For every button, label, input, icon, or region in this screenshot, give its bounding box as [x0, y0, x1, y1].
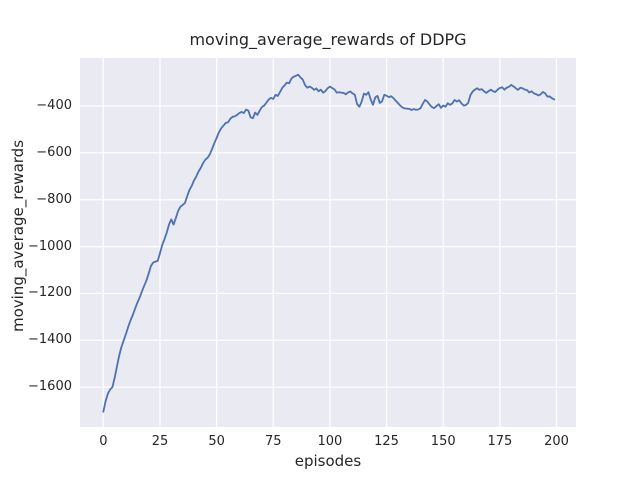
y-tick-label: −600	[36, 144, 72, 160]
x-tick-label: 75	[264, 434, 282, 449]
y-tick-label: −800	[36, 191, 72, 207]
y-tick-label: −1200	[28, 285, 72, 301]
y-tick-label: −400	[36, 98, 72, 114]
plot-area	[80, 58, 576, 427]
x-tick-label: 125	[374, 434, 399, 449]
x-tick-label: 50	[208, 434, 225, 449]
chart-title: moving_average_rewards of DDPG	[189, 30, 467, 49]
x-axis-label: episodes	[294, 452, 362, 470]
x-tick-label: 200	[544, 434, 569, 449]
x-tick-label: 175	[487, 434, 513, 449]
x-tick-label: 150	[430, 434, 456, 449]
x-tick-label: 100	[317, 434, 343, 449]
y-tick-label: −1600	[28, 379, 72, 395]
x-tick-label: 0	[99, 434, 108, 449]
series-line	[102, 73, 556, 413]
y-tick-label: −1000	[28, 238, 72, 254]
plot-svg	[80, 58, 576, 427]
y-tick-label: −1400	[28, 332, 72, 348]
y-axis-label: moving_average_rewards	[9, 139, 27, 333]
x-tick-label: 25	[151, 434, 169, 449]
